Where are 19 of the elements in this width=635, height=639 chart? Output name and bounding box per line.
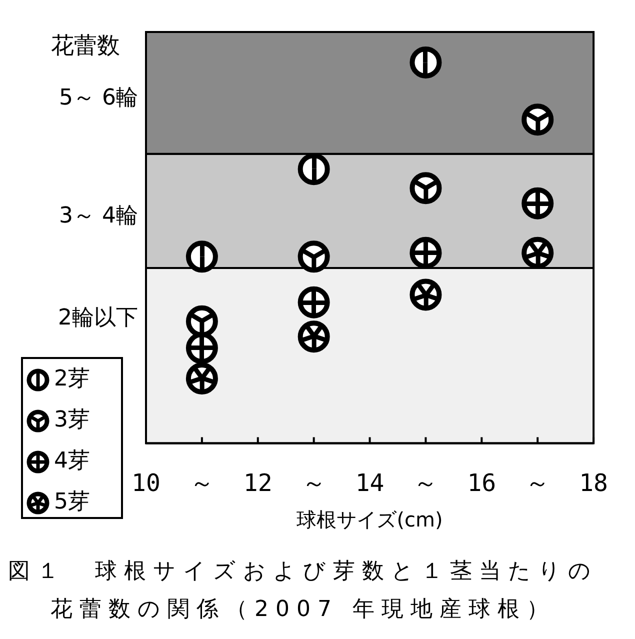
x-tick-label: ～: [302, 468, 326, 497]
band-label: 5～ 6輪: [59, 86, 138, 111]
x-tick-label: ～: [526, 468, 550, 497]
x-tick-label: 12: [243, 468, 272, 497]
x-tick-label: 16: [467, 468, 496, 497]
x-tick-label: 18: [579, 468, 608, 497]
y-axis-title: 花蕾数: [51, 32, 120, 59]
band-label: 2輪以下: [58, 306, 138, 331]
legend-label: 5芽: [54, 490, 90, 515]
band-label: 3～ 4輪: [59, 204, 138, 229]
legend-label: 4芽: [54, 448, 90, 474]
x-tick-label: ～: [190, 468, 214, 497]
x-axis-title: 球根サイズ(cm): [296, 507, 443, 532]
caption: 図１ 球根サイズおよび芽数と１茎当たりの花蕾数の関係（2007 年現地産球根）: [7, 558, 599, 624]
x-tick-label: 14: [355, 468, 384, 497]
x-tick-label: 10: [132, 468, 160, 497]
x-tick-label: ～: [414, 468, 438, 497]
legend-label: 3芽: [54, 408, 90, 433]
legend-label: 2芽: [54, 366, 90, 392]
